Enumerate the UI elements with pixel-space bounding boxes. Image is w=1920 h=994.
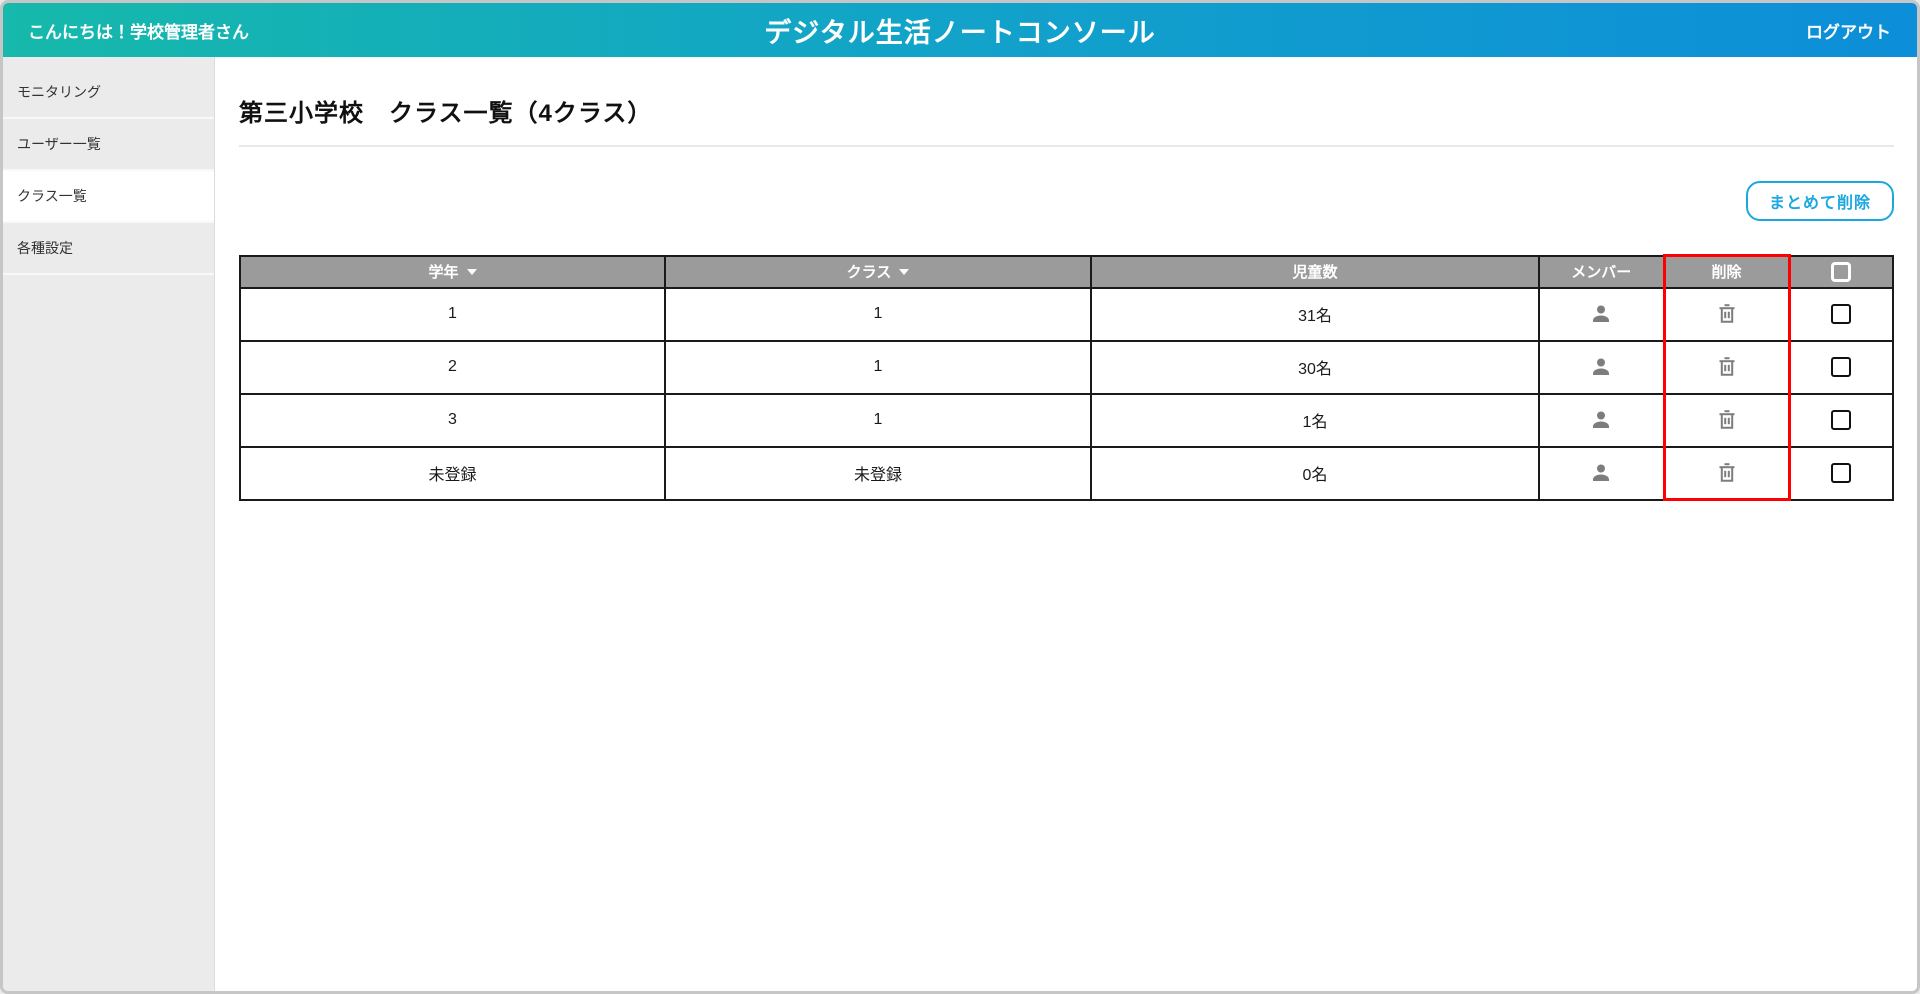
main-content: 第三小学校 クラス一覧（4クラス） まとめて削除 学年 クラス 児童数 メンバー… bbox=[215, 57, 1917, 991]
select-cell bbox=[1788, 286, 1894, 342]
delete-cell bbox=[1662, 392, 1791, 448]
grade-cell: 1 bbox=[239, 286, 666, 342]
app-title: デジタル生活ノートコンソール bbox=[764, 17, 1156, 48]
select-cell bbox=[1788, 339, 1894, 395]
table-row: 2 1 30名 bbox=[239, 339, 1894, 395]
select-cell bbox=[1788, 392, 1894, 448]
trash-icon bbox=[1719, 304, 1734, 323]
column-header-class[interactable]: クラス bbox=[664, 254, 1092, 289]
member-button[interactable] bbox=[1589, 408, 1613, 432]
table-row: 1 1 31名 bbox=[239, 286, 1894, 342]
column-header-class-label: クラス bbox=[846, 264, 892, 281]
column-header-grade[interactable]: 学年 bbox=[239, 254, 666, 289]
table-row: 3 1 1名 bbox=[239, 392, 1894, 448]
page-title: 第三小学校 クラス一覧（4クラス） bbox=[239, 100, 653, 127]
sidebar-item-settings[interactable]: 各種設定 bbox=[3, 223, 214, 275]
column-header-delete: 削除 bbox=[1662, 254, 1791, 289]
bulk-delete-button[interactable]: まとめて削除 bbox=[1745, 181, 1894, 221]
table-header-row: 学年 クラス 児童数 メンバー 削除 bbox=[239, 254, 1894, 289]
students-cell: 0名 bbox=[1090, 445, 1540, 501]
sort-desc-triangle-icon bbox=[899, 269, 910, 275]
sidebar-item-user-list[interactable]: ユーザー一覧 bbox=[3, 119, 214, 171]
class-table: 学年 クラス 児童数 メンバー 削除 1 1 31名 bbox=[239, 254, 1894, 501]
toolbar: まとめて削除 bbox=[239, 181, 1894, 221]
members-cell bbox=[1538, 392, 1665, 448]
logout-button[interactable]: ログアウト bbox=[1806, 18, 1891, 43]
grade-cell: 未登録 bbox=[239, 445, 666, 501]
column-header-students: 児童数 bbox=[1090, 254, 1540, 289]
delete-button[interactable] bbox=[1715, 302, 1739, 326]
students-cell: 31名 bbox=[1090, 286, 1540, 342]
member-button[interactable] bbox=[1589, 461, 1613, 485]
select-cell bbox=[1788, 445, 1894, 501]
trash-icon bbox=[1719, 462, 1734, 482]
row-checkbox[interactable] bbox=[1831, 304, 1852, 324]
sidebar: モニタリング ユーザー一覧 クラス一覧 各種設定 bbox=[3, 57, 215, 991]
person-icon bbox=[1593, 411, 1610, 428]
members-cell bbox=[1538, 445, 1665, 501]
person-icon bbox=[1593, 464, 1610, 481]
students-cell: 1名 bbox=[1090, 392, 1540, 448]
column-header-select-all bbox=[1788, 254, 1894, 289]
grade-cell: 3 bbox=[239, 392, 666, 448]
column-header-members: メンバー bbox=[1538, 254, 1665, 289]
delete-button[interactable] bbox=[1715, 461, 1739, 485]
delete-button[interactable] bbox=[1715, 355, 1739, 379]
select-all-checkbox[interactable] bbox=[1831, 261, 1852, 282]
members-cell bbox=[1538, 339, 1665, 395]
sort-desc-triangle-icon bbox=[466, 269, 477, 275]
member-button[interactable] bbox=[1589, 302, 1613, 326]
row-checkbox[interactable] bbox=[1831, 357, 1852, 377]
students-cell: 30名 bbox=[1090, 339, 1540, 395]
class-cell: 1 bbox=[664, 339, 1092, 395]
title-divider bbox=[239, 145, 1894, 147]
person-icon bbox=[1593, 305, 1610, 322]
sidebar-item-class-list[interactable]: クラス一覧 bbox=[3, 171, 214, 223]
grade-cell: 2 bbox=[239, 339, 666, 395]
column-header-grade-label: 学年 bbox=[428, 264, 459, 281]
trash-icon bbox=[1719, 357, 1734, 376]
trash-icon bbox=[1719, 410, 1734, 429]
user-greeting: こんにちは！学校管理者さん bbox=[28, 22, 249, 42]
delete-cell bbox=[1662, 445, 1791, 501]
sidebar-item-monitoring[interactable]: モニタリング bbox=[3, 67, 214, 119]
table-row: 未登録 未登録 0名 bbox=[239, 445, 1894, 501]
delete-cell bbox=[1662, 286, 1791, 342]
delete-cell bbox=[1662, 339, 1791, 395]
member-button[interactable] bbox=[1589, 355, 1613, 379]
class-cell: 1 bbox=[664, 392, 1092, 448]
class-cell: 未登録 bbox=[664, 445, 1092, 501]
row-checkbox[interactable] bbox=[1831, 463, 1852, 483]
row-checkbox[interactable] bbox=[1831, 410, 1852, 430]
delete-button[interactable] bbox=[1715, 408, 1739, 432]
person-icon bbox=[1593, 358, 1610, 375]
class-cell: 1 bbox=[664, 286, 1092, 342]
top-bar: こんにちは！学校管理者さん デジタル生活ノートコンソール ログアウト bbox=[3, 3, 1917, 57]
members-cell bbox=[1538, 286, 1665, 342]
